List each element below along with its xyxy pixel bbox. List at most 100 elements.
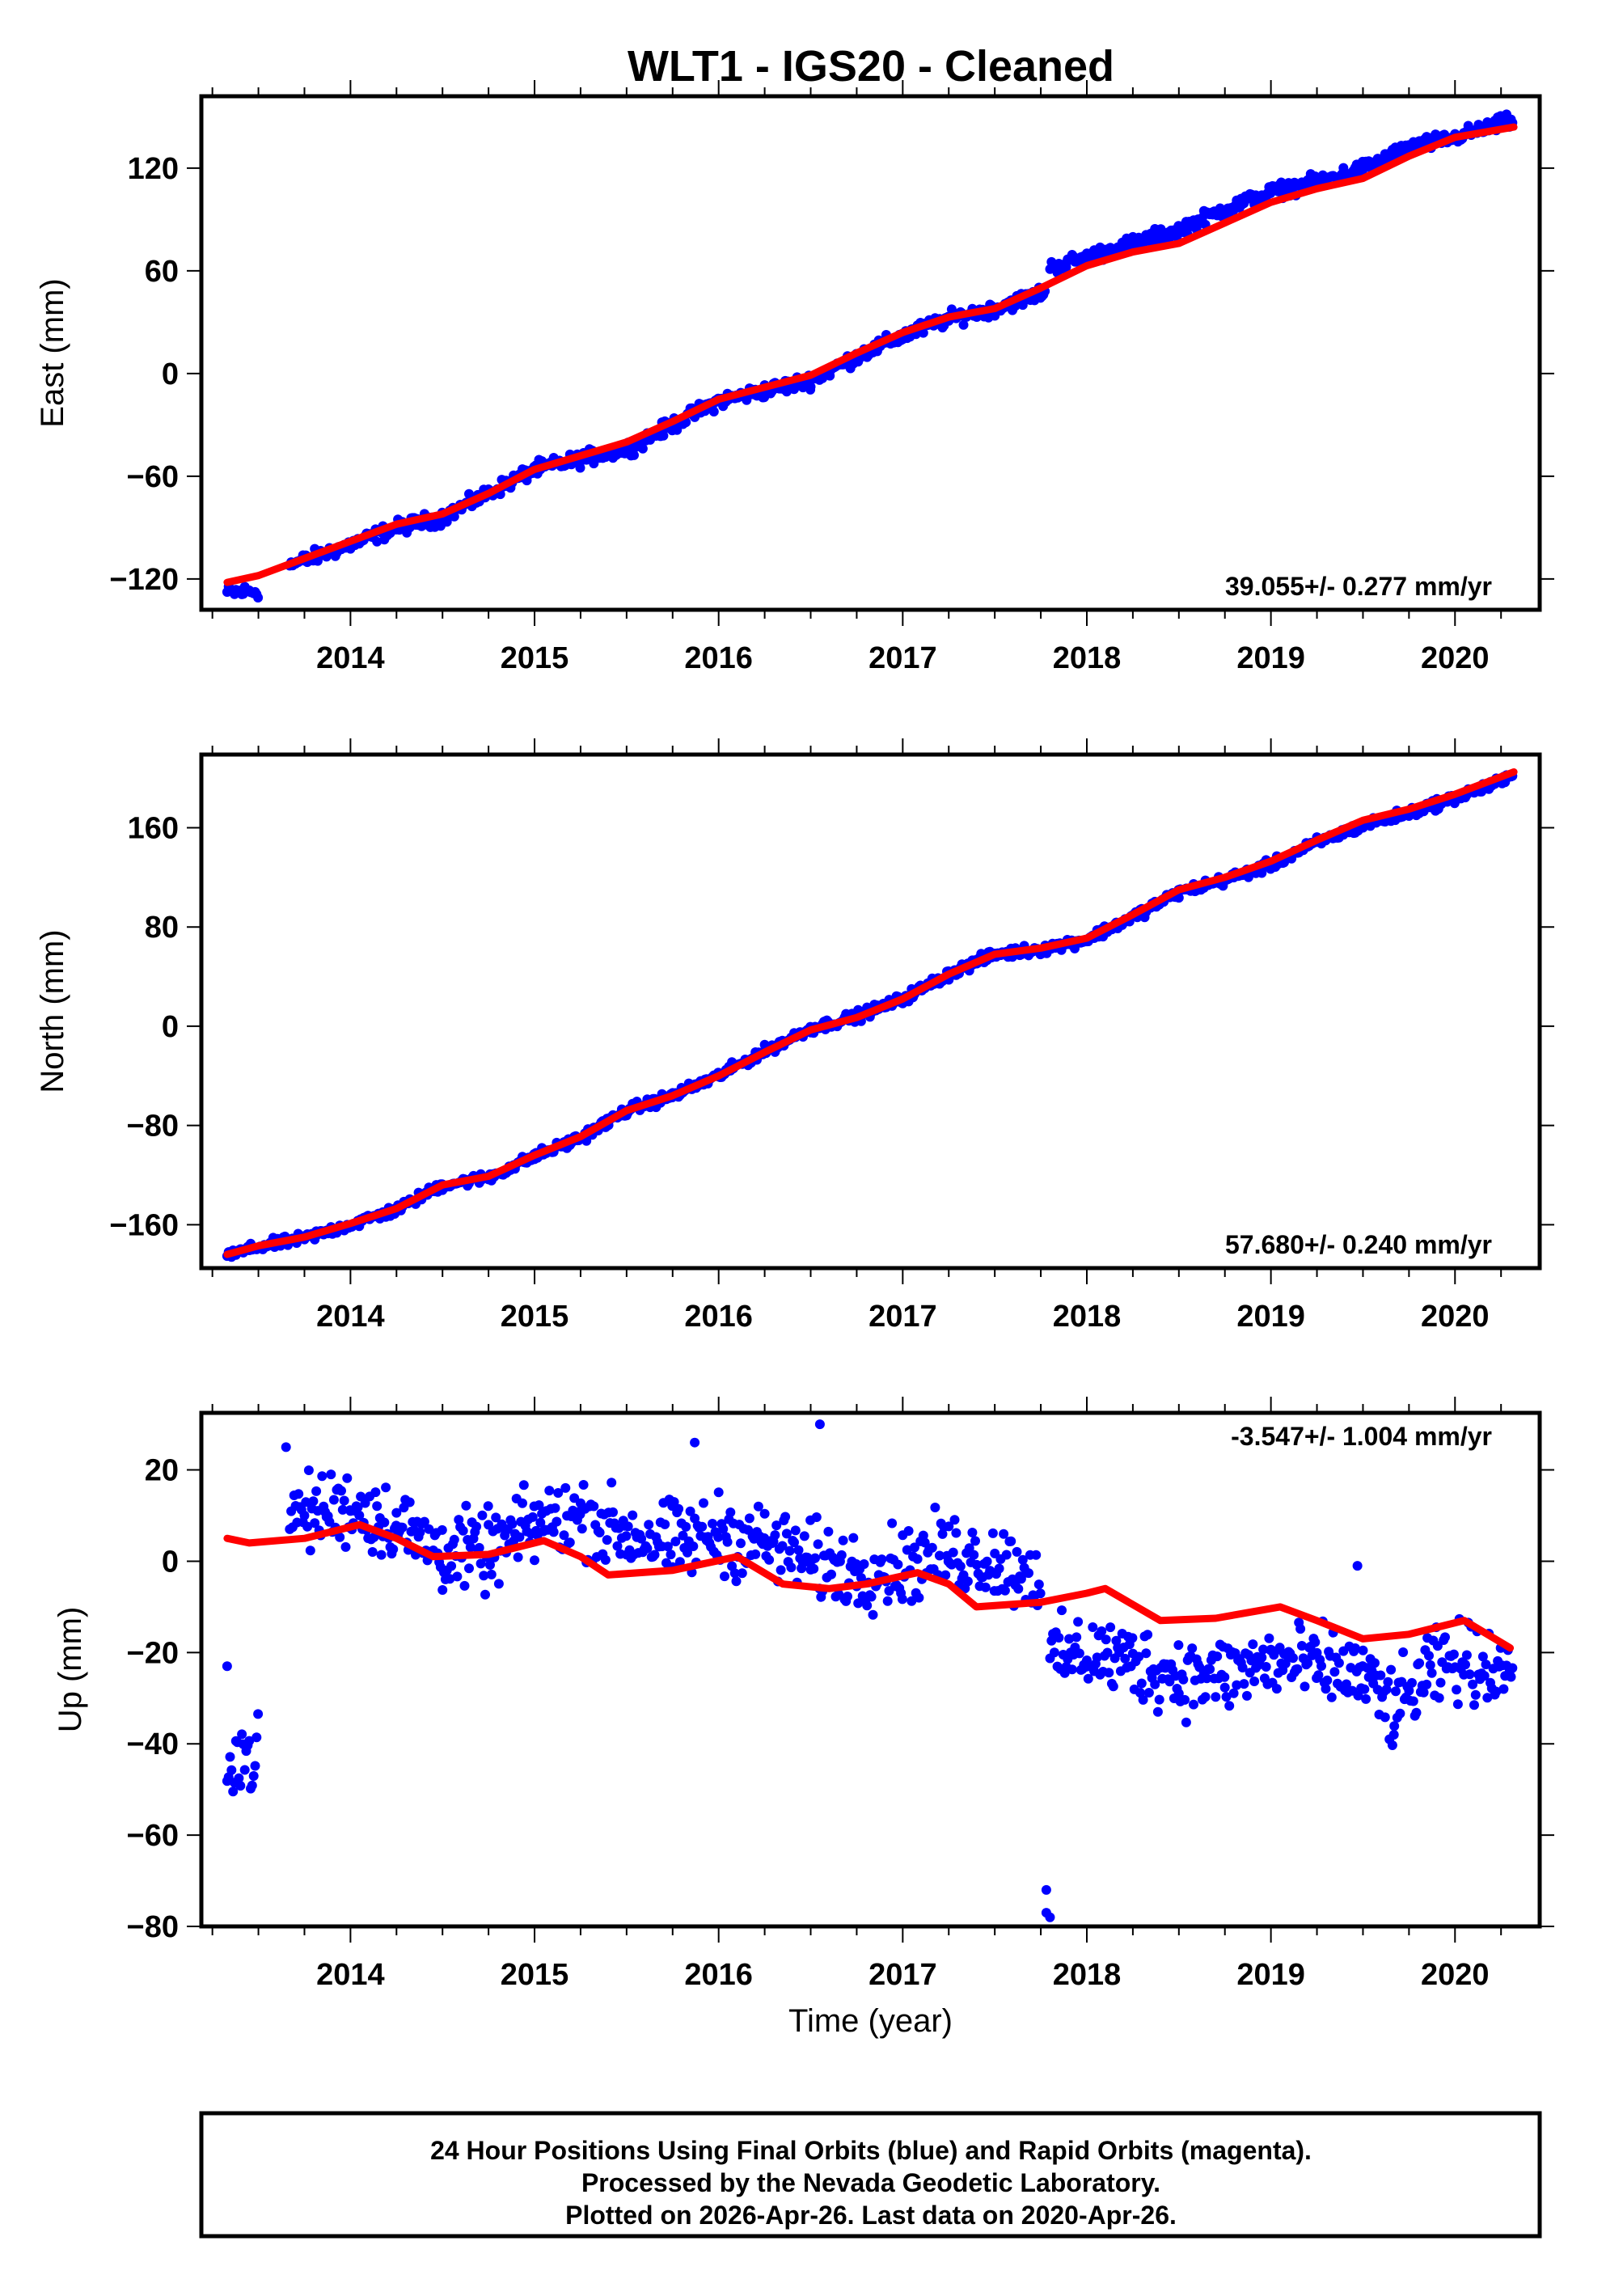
data-point — [608, 1507, 618, 1517]
data-point — [474, 1542, 484, 1553]
data-point — [1376, 1670, 1386, 1681]
y-axis-label: North (mm) — [35, 929, 70, 1093]
data-point — [1303, 1658, 1313, 1668]
data-point — [437, 1524, 447, 1535]
data-point — [480, 1589, 490, 1600]
data-point — [1491, 1686, 1502, 1697]
data-point — [1054, 1633, 1064, 1643]
data-point — [1024, 1568, 1033, 1579]
data-point — [1426, 1668, 1437, 1678]
data-point — [477, 1510, 488, 1520]
data-point — [225, 1752, 235, 1762]
data-point — [339, 1495, 349, 1506]
data-point — [544, 1486, 555, 1496]
data-point — [1000, 1585, 1010, 1596]
data-point — [452, 1571, 463, 1582]
data-point — [642, 1543, 653, 1554]
panel-north: 2014 2015 2016 2017 2018 2019 2020 −160 −80 0 80 16… — [35, 738, 1554, 1334]
y-tick-label: −60 — [127, 1819, 179, 1853]
y-tick-label: 0 — [162, 1010, 179, 1044]
data-point — [1425, 1660, 1435, 1670]
observed-points — [222, 1419, 1518, 1922]
data-point — [784, 1545, 795, 1556]
data-point — [1154, 1694, 1164, 1705]
data-point — [1353, 1690, 1363, 1701]
data-point — [621, 1531, 632, 1541]
data-point — [1071, 1632, 1082, 1643]
data-point — [914, 1592, 924, 1603]
data-point — [902, 1545, 912, 1555]
data-point — [744, 1513, 754, 1524]
data-point — [534, 1500, 544, 1511]
data-point — [379, 1517, 390, 1528]
x-tick-label: 2019 — [1236, 641, 1305, 675]
data-point — [718, 1524, 729, 1534]
data-point — [843, 1592, 852, 1601]
data-point — [612, 1541, 623, 1551]
data-point — [1507, 1663, 1518, 1673]
data-point — [771, 1520, 782, 1531]
data-point — [750, 1549, 761, 1559]
data-point — [629, 450, 639, 460]
data-point — [1143, 1630, 1153, 1640]
data-point — [1257, 868, 1267, 878]
data-point — [1398, 1647, 1409, 1657]
data-point — [967, 1528, 978, 1537]
data-point — [301, 1497, 311, 1507]
data-point — [1016, 1574, 1026, 1584]
data-point — [720, 1571, 729, 1582]
data-point — [893, 1559, 903, 1570]
data-point — [459, 1580, 470, 1591]
data-point — [662, 1541, 673, 1552]
data-point — [777, 1541, 788, 1551]
x-tick-label: 2015 — [501, 1300, 569, 1334]
y-tick-label: −120 — [109, 563, 179, 597]
data-point — [1001, 1550, 1012, 1560]
data-point — [1452, 1699, 1463, 1710]
data-point — [493, 1579, 504, 1589]
data-point — [1141, 1648, 1152, 1659]
data-point — [951, 1528, 961, 1538]
data-point — [1200, 1692, 1211, 1702]
data-point — [1108, 1681, 1118, 1692]
data-point — [1414, 1658, 1425, 1668]
data-point — [980, 1582, 991, 1592]
data-point — [1006, 1536, 1016, 1546]
data-point — [1389, 1721, 1400, 1732]
data-point — [1296, 1641, 1307, 1651]
data-point — [1380, 1712, 1390, 1723]
data-point — [372, 1501, 382, 1512]
data-point — [251, 1732, 262, 1743]
data-point — [471, 1521, 482, 1532]
data-point — [836, 1550, 847, 1560]
x-tick-label: 2014 — [316, 641, 385, 675]
data-point — [1136, 1678, 1147, 1689]
data-point — [1271, 1684, 1282, 1694]
data-point — [737, 1568, 747, 1579]
outlier-point — [814, 1419, 825, 1430]
data-point — [250, 1761, 260, 1771]
data-point — [1101, 1634, 1111, 1645]
data-point — [1310, 1637, 1321, 1647]
data-point — [940, 1570, 951, 1580]
data-point — [1370, 1658, 1380, 1668]
outlier-point — [281, 1442, 291, 1452]
data-point — [848, 1533, 859, 1543]
data-point — [918, 328, 928, 338]
data-point — [683, 1547, 692, 1558]
data-point — [853, 1598, 864, 1609]
data-point — [1383, 1677, 1393, 1687]
data-point — [1381, 1685, 1392, 1694]
data-point — [464, 488, 474, 499]
data-point — [1088, 1622, 1098, 1632]
data-point — [1073, 1617, 1084, 1627]
data-point — [548, 1527, 559, 1537]
data-point — [823, 1526, 834, 1537]
data-point — [1408, 1696, 1418, 1706]
x-tick-label: 2019 — [1236, 1958, 1305, 1992]
data-point — [666, 1550, 676, 1560]
data-point — [1239, 1679, 1249, 1689]
data-point — [866, 1592, 877, 1602]
plot-frame — [199, 752, 1542, 1271]
data-point — [1257, 1652, 1267, 1663]
